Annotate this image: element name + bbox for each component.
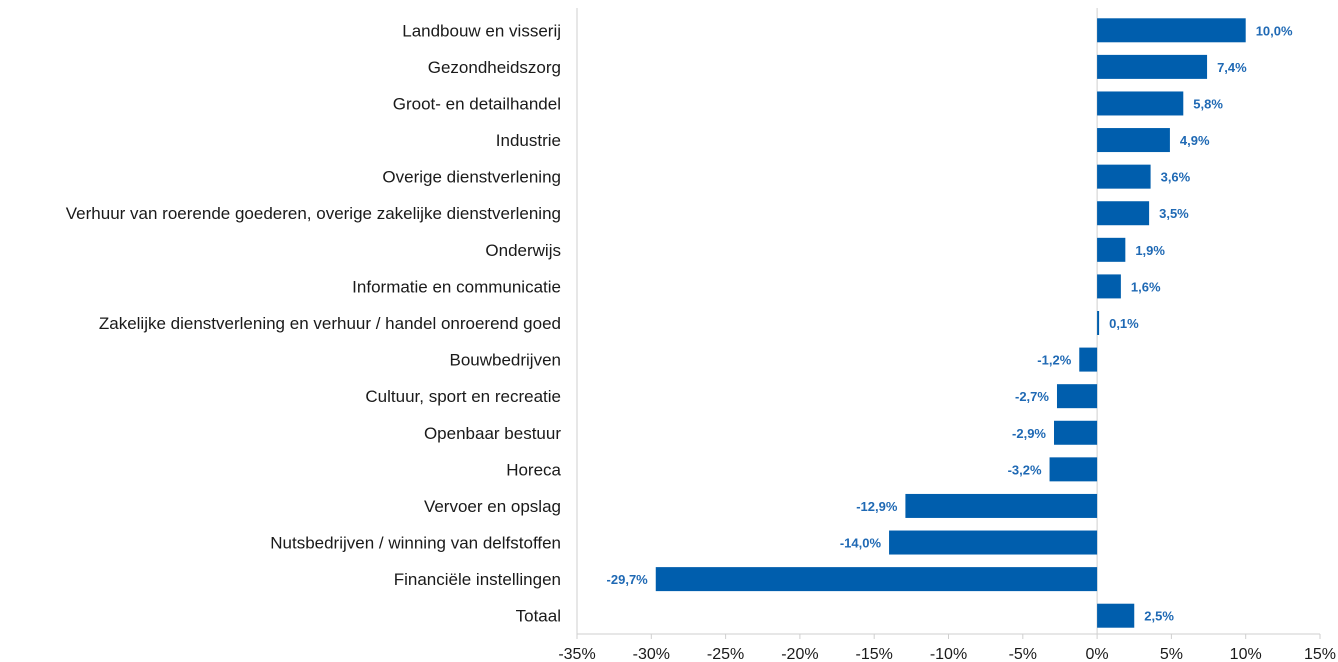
bar — [1049, 457, 1098, 482]
bar — [1097, 164, 1151, 189]
bar — [1097, 201, 1150, 226]
category-label: Horeca — [506, 460, 561, 479]
category-label: Financiële instellingen — [394, 570, 561, 589]
x-tick-label: -35% — [558, 646, 595, 662]
category-label: Landbouw en visserij — [402, 21, 561, 40]
data-label: -12,9% — [856, 499, 898, 514]
data-label: -29,7% — [607, 572, 649, 587]
category-label: Overige dienstverlening — [382, 168, 561, 187]
data-label: 4,9% — [1180, 133, 1210, 148]
bar — [1097, 603, 1135, 628]
bar — [889, 530, 1098, 555]
x-tick-label: 5% — [1160, 646, 1183, 662]
category-label: Cultuur, sport en recreatie — [365, 387, 561, 406]
data-label: 2,5% — [1144, 609, 1174, 624]
category-label: Groot- en detailhandel — [393, 94, 561, 113]
data-label: -2,7% — [1015, 389, 1049, 404]
bar — [1097, 274, 1121, 299]
bar — [905, 493, 1098, 518]
data-label: 3,6% — [1161, 170, 1191, 185]
category-label: Nutsbedrijven / winning van delfstoffen — [270, 534, 561, 553]
bar — [1097, 18, 1246, 43]
bar — [1079, 347, 1098, 372]
data-label: -1,2% — [1037, 353, 1071, 368]
data-label: 10,0% — [1256, 23, 1293, 38]
bar — [1097, 54, 1208, 79]
x-tick-label: -25% — [707, 646, 744, 662]
x-tick-label: -15% — [856, 646, 893, 662]
data-label: -3,2% — [1008, 462, 1042, 477]
data-label: 1,6% — [1131, 279, 1161, 294]
category-label: Verhuur van roerende goederen, overige z… — [66, 204, 561, 223]
x-tick-label: -30% — [633, 646, 670, 662]
data-label: -2,9% — [1012, 426, 1046, 441]
x-tick-label: -10% — [930, 646, 967, 662]
bar — [1097, 237, 1126, 262]
category-label: Informatie en communicatie — [352, 277, 561, 296]
data-label: 0,1% — [1109, 316, 1139, 331]
category-label: Industrie — [496, 131, 561, 150]
data-label: 5,8% — [1193, 96, 1223, 111]
x-tick-label: 0% — [1086, 646, 1109, 662]
category-label: Gezondheidszorg — [428, 58, 561, 77]
category-label: Openbaar bestuur — [424, 424, 561, 443]
category-label: Zakelijke dienstverlening en verhuur / h… — [99, 314, 561, 333]
data-label: -14,0% — [840, 536, 882, 551]
category-labels: Landbouw en visserij Gezondheidszorg Groot… — [66, 21, 562, 625]
x-tick-label: 10% — [1230, 646, 1262, 662]
bar — [1097, 128, 1170, 153]
bar — [1056, 384, 1098, 409]
bar — [1054, 420, 1098, 445]
x-tick-label: -5% — [1009, 646, 1037, 662]
category-label: Vervoer en opslag — [424, 497, 561, 516]
data-labels: 10,0% 7,4% 5,8% 4,9% 3,6% 3,5% 1,9% 1,6% 0,1% -1,… — [607, 23, 1293, 623]
x-tick-label: -20% — [781, 646, 818, 662]
bar — [655, 567, 1098, 592]
bars — [655, 18, 1246, 628]
data-label: 1,9% — [1135, 243, 1165, 258]
bar — [1097, 91, 1184, 116]
data-label: 3,5% — [1159, 206, 1189, 221]
category-label: Totaal — [516, 607, 561, 626]
category-label: Bouwbedrijven — [449, 351, 561, 370]
x-tick-label: 15% — [1304, 646, 1336, 662]
category-label: Onderwijs — [485, 241, 561, 260]
bar — [1097, 311, 1100, 335]
data-label: 7,4% — [1217, 60, 1247, 75]
